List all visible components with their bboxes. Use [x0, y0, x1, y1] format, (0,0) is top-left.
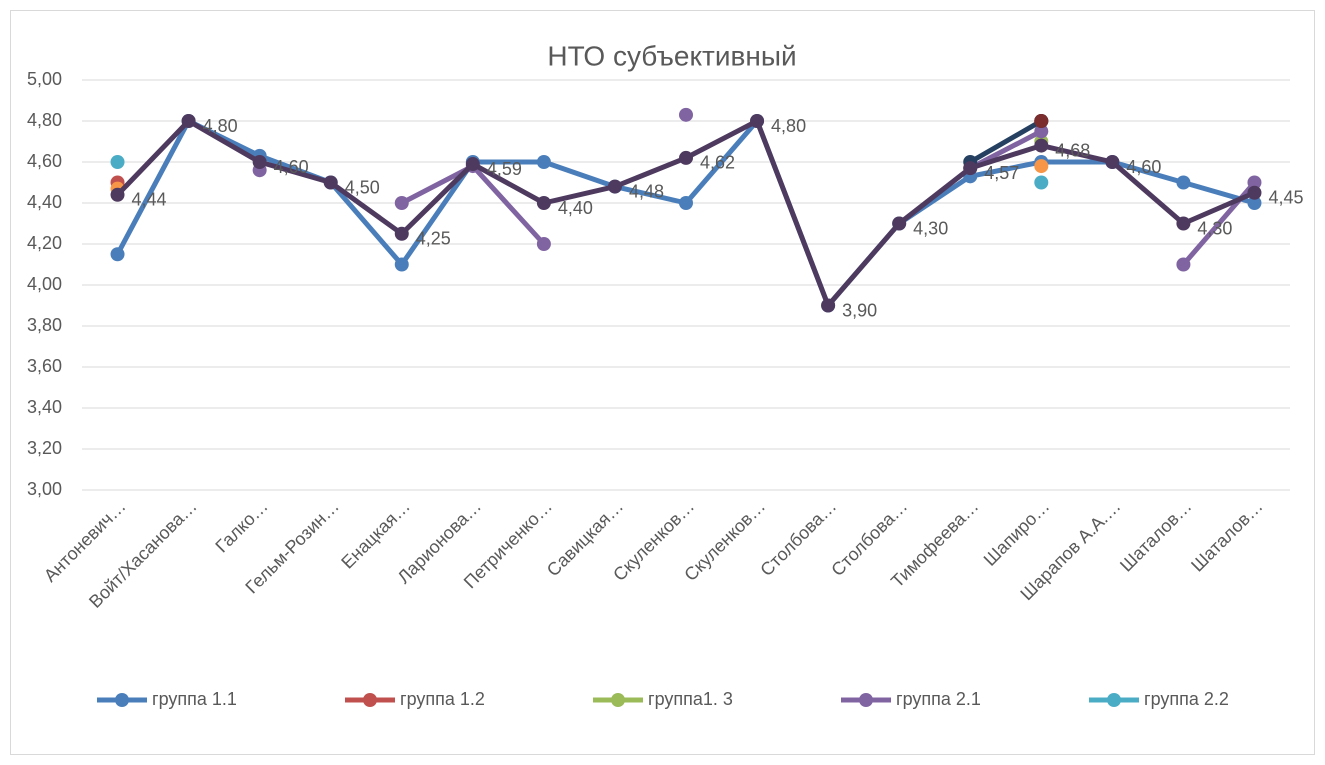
- point: [110, 187, 125, 202]
- point: [1176, 257, 1191, 272]
- point: [679, 107, 693, 122]
- point: [394, 226, 409, 241]
- y-tick-label: 3,60: [27, 356, 62, 376]
- legend-label: группа 2.1: [896, 689, 981, 709]
- point: [1176, 175, 1191, 190]
- point: [1034, 124, 1049, 139]
- legend-marker: [859, 693, 873, 707]
- point: [679, 196, 693, 210]
- legend-label: группа1. 3: [648, 689, 733, 709]
- data-label: 4,80: [203, 116, 238, 136]
- point: [679, 150, 693, 165]
- y-tick-label: 5,00: [27, 69, 62, 89]
- point: [536, 237, 551, 251]
- legend-label: группа 1.1: [152, 689, 237, 709]
- point: [110, 155, 125, 169]
- data-label: 3,90: [842, 300, 877, 320]
- point: [963, 161, 978, 176]
- point: [607, 179, 622, 194]
- point: [821, 298, 836, 313]
- point: [181, 114, 196, 128]
- y-tick-label: 3,00: [27, 479, 62, 499]
- chart-title: НТО субъективный: [547, 40, 796, 71]
- point: [750, 114, 765, 128]
- point: [536, 155, 551, 169]
- point: [1034, 159, 1049, 174]
- point: [1247, 185, 1262, 200]
- data-label: 4,62: [700, 153, 735, 173]
- point: [1034, 114, 1049, 128]
- data-label: 4,50: [345, 177, 380, 197]
- legend-marker: [611, 693, 625, 707]
- point: [1034, 175, 1049, 190]
- data-label: 4,60: [274, 157, 309, 177]
- data-label: 4,44: [132, 190, 167, 210]
- y-tick-label: 3,40: [27, 397, 62, 417]
- legend-label: группа 1.2: [400, 689, 485, 709]
- y-tick-label: 4,00: [27, 274, 62, 294]
- data-label: 4,60: [1126, 157, 1161, 177]
- y-tick-label: 4,60: [27, 151, 62, 171]
- point: [1176, 216, 1191, 231]
- point: [536, 196, 551, 210]
- legend-label: группа 2.2: [1144, 689, 1229, 709]
- point: [323, 175, 338, 190]
- legend-marker: [115, 693, 129, 707]
- legend-marker: [363, 693, 377, 707]
- data-label: 4,30: [913, 218, 948, 238]
- data-label: 4,40: [558, 198, 593, 218]
- data-label: 4,45: [1268, 188, 1303, 208]
- data-label: 4,80: [771, 116, 806, 136]
- series-line: [967, 118, 1044, 165]
- point: [394, 196, 409, 210]
- y-tick-label: 3,20: [27, 438, 62, 458]
- y-tick-label: 4,20: [27, 233, 62, 253]
- point: [465, 157, 480, 172]
- point: [1247, 175, 1262, 190]
- point: [110, 247, 125, 262]
- data-label: 4,59: [487, 159, 522, 179]
- point: [1247, 196, 1262, 210]
- y-tick-label: 4,40: [27, 192, 62, 212]
- data-label: 4,68: [1055, 140, 1090, 160]
- point: [252, 155, 267, 169]
- point: [1034, 138, 1049, 153]
- data-label: 4,25: [416, 229, 451, 249]
- y-tick-label: 3,80: [27, 315, 62, 335]
- legend-marker: [1107, 693, 1121, 707]
- point: [892, 216, 907, 231]
- data-label: 4,48: [629, 181, 664, 201]
- chart-frame: [10, 10, 1315, 755]
- y-tick-label: 4,80: [27, 110, 62, 130]
- point: [1105, 155, 1120, 169]
- data-label: 4,30: [1197, 218, 1232, 238]
- point: [394, 257, 409, 272]
- data-label: 4,57: [984, 163, 1019, 183]
